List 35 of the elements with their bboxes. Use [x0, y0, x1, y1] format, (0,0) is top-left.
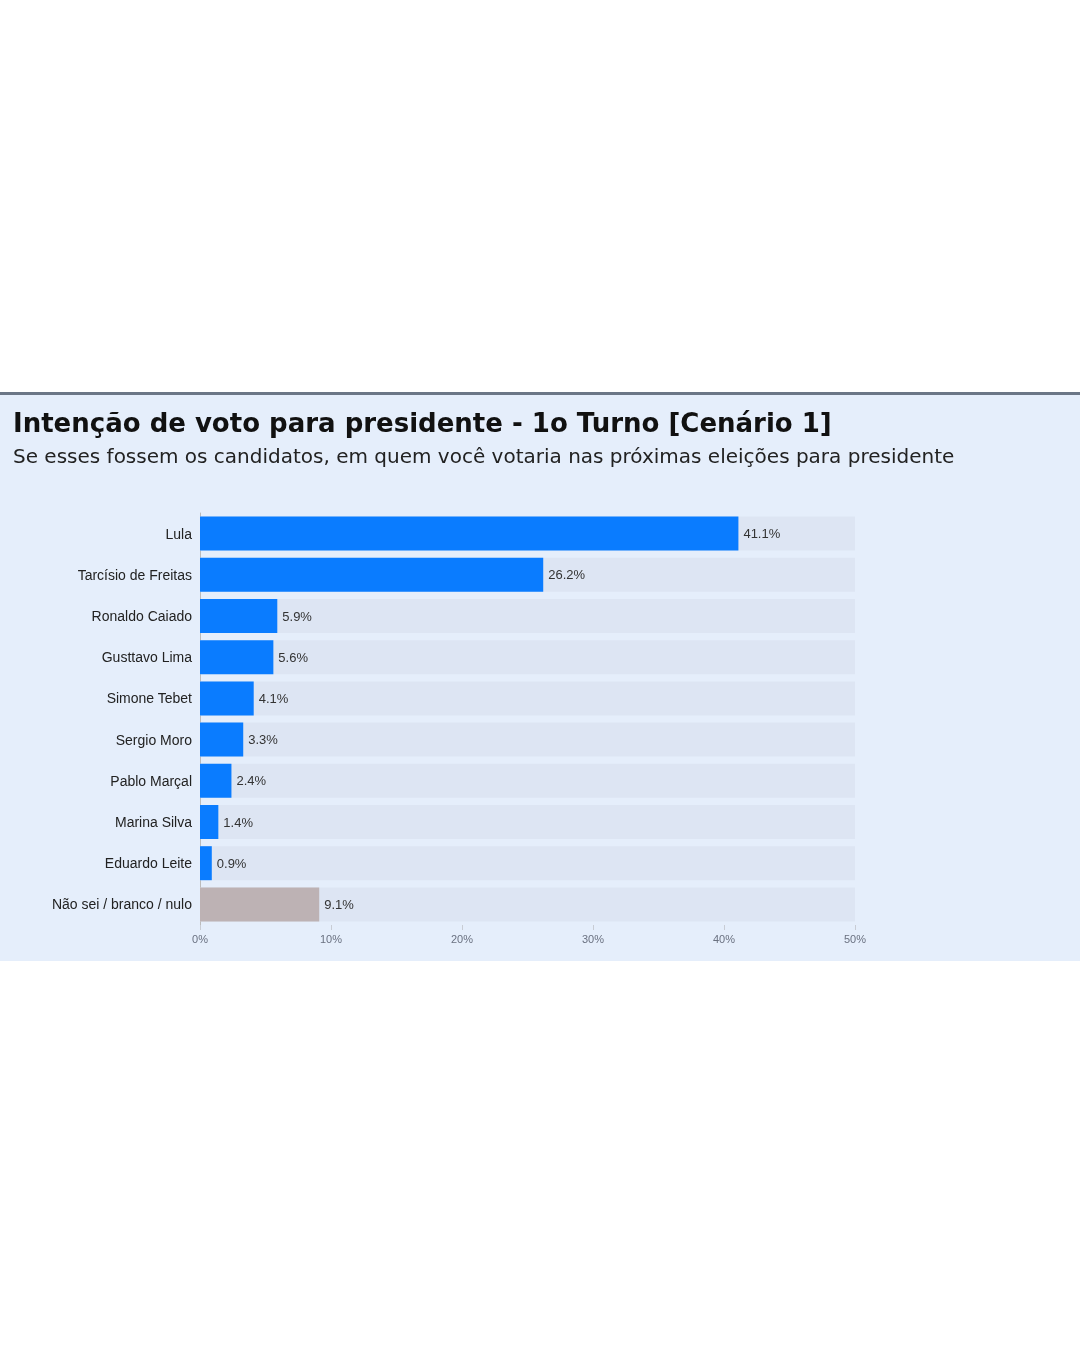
data-label: 9.1% — [324, 896, 355, 912]
data-label: 5.9% — [282, 608, 313, 624]
x-tick-label: 10% — [319, 932, 343, 945]
x-tick-label: 0% — [192, 932, 209, 945]
data-label: 26.2% — [548, 567, 586, 583]
data-label: 3.3% — [248, 732, 279, 748]
y-tick-label: Marina Silva — [114, 814, 193, 830]
y-tick-label: Não sei / branco / nulo — [51, 896, 193, 913]
bar — [200, 640, 274, 675]
data-label: 1.4% — [223, 814, 254, 830]
y-tick-label: Ronaldo Caiado — [91, 608, 193, 624]
chart-title: Intenção de voto para presidente - 1o Turno [Cenário 1] — [13, 408, 832, 438]
y-tick-label: Tarcísio de Freitas — [77, 566, 192, 583]
x-tick-label: 20% — [450, 932, 474, 945]
data-label: 2.4% — [236, 773, 267, 789]
x-tick-label: 30% — [581, 932, 605, 945]
y-tick-label: Gusttavo Lima — [101, 649, 193, 666]
data-label: 5.6% — [278, 649, 309, 665]
x-tick-label: 40% — [712, 932, 736, 945]
y-tick-label: Simone Tebet — [106, 690, 193, 707]
data-label: 4.1% — [258, 690, 289, 706]
x-tick-label: 50% — [843, 932, 867, 945]
bar — [200, 846, 212, 881]
chart-subtitle: Se esses fossem os candidatos, em quem você votaria nas próximas eleições para presidente — [13, 444, 955, 468]
bar — [200, 722, 244, 757]
data-label: 0.9% — [216, 855, 247, 871]
data-label: 41.1% — [743, 526, 781, 542]
bar — [200, 599, 278, 633]
y-tick-label: Lula — [165, 525, 193, 542]
bar — [200, 763, 232, 798]
y-tick-label: Sergio Moro — [115, 731, 193, 748]
bar — [200, 681, 254, 716]
bar — [200, 805, 219, 839]
y-tick-label: Pablo Marçal — [110, 772, 192, 789]
y-tick-label: Eduardo Leite — [104, 855, 193, 872]
